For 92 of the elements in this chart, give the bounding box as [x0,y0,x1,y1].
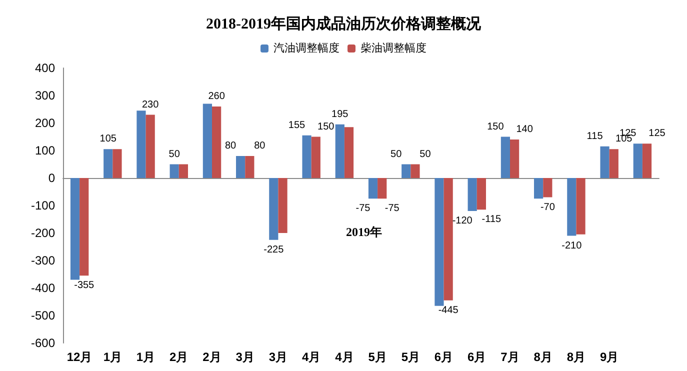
x-tick-label: 4月 [302,350,321,364]
annotation: 2019年 [346,225,382,239]
x-tick-label: 1月 [136,350,156,364]
bar [269,178,278,240]
y-tick-label: -400 [30,281,56,295]
data-label: -115 [482,214,502,226]
x-tick-label: 8月 [534,350,552,364]
bar [178,164,188,178]
x-tick-label: 6月 [434,350,454,364]
chart-title: 2018-2019年国内成品油历次价格调整概况 [206,16,482,32]
bar [567,178,576,236]
bar [410,164,420,178]
bar [70,178,80,280]
x-tick-label: 2月 [202,350,222,364]
y-tick-label: -600 [30,336,56,350]
bar [642,144,652,178]
x-tick-label: 4月 [335,350,354,364]
bar [434,178,444,306]
data-label: 50 [390,148,402,160]
bar [170,164,179,178]
x-tick-label: 9月 [600,350,619,364]
bar [402,164,411,178]
data-label: 150 [318,121,335,132]
y-tick-label: 300 [34,88,56,102]
x-tick-label: 7月 [500,350,520,364]
legend-label: 汽油调整幅度 [274,42,340,54]
data-label: 80 [254,140,266,152]
x-tick-label: 8月 [566,350,586,364]
bar [633,144,642,178]
x-tick-label: 5月 [368,350,387,364]
bar [378,178,387,199]
bar [245,156,254,178]
legend-label: 柴油调整幅度 [360,42,426,54]
bar [500,136,510,178]
bar [335,124,344,178]
bar [146,114,155,178]
x-tick-label: 3月 [268,350,288,364]
bar [112,149,122,178]
x-tick-label: 6月 [468,350,486,364]
bar [609,149,618,178]
bar [534,178,544,199]
data-label: 125 [648,128,666,140]
data-label: 50 [420,148,432,160]
y-tick-label: 0 [48,171,56,185]
bar [344,127,354,178]
x-tick-label: 2月 [170,350,188,364]
bar [136,110,146,178]
data-label: 150 [487,121,504,132]
data-label: 105 [100,134,117,145]
y-tick-label: 100 [34,144,56,158]
y-tick-label: -500 [30,308,56,322]
data-label: 140 [516,124,534,135]
bar [80,178,89,276]
data-label: 50 [168,148,180,160]
data-label: 230 [142,99,160,110]
bar [476,178,486,210]
data-label: -75 [384,203,400,214]
bar [212,106,222,178]
bar [278,178,288,233]
x-tick-label: 3月 [236,350,254,364]
y-tick-label: -100 [30,198,56,212]
y-tick-label: 200 [34,116,56,130]
bar [444,178,453,300]
x-tick-label: 5月 [401,350,420,364]
data-label: -445 [438,304,459,316]
data-label: -120 [452,216,473,226]
x-tick-label: 12月 [66,350,92,364]
bar [104,149,113,178]
bar [600,146,610,178]
bar [202,104,212,178]
data-label: -355 [74,280,95,292]
data-label: -225 [264,244,284,256]
bar [468,178,477,211]
data-label: 155 [288,120,306,131]
bar [510,140,520,178]
data-label: 80 [224,140,237,152]
y-tick-label: -300 [30,254,56,268]
bar [368,178,378,199]
data-label: 260 [208,91,226,102]
data-label: -210 [562,240,582,252]
bar [311,136,320,178]
x-tick-label: 1月 [103,350,122,364]
bar [302,135,312,178]
y-tick-label: -200 [30,226,56,240]
data-label: 195 [332,108,349,120]
y-tick-label: 400 [34,61,56,75]
data-label: -75 [356,203,371,214]
bar [543,178,552,198]
data-label: 115 [586,130,604,142]
bar [576,178,586,234]
data-label: -70 [540,202,556,213]
bar [236,156,246,178]
